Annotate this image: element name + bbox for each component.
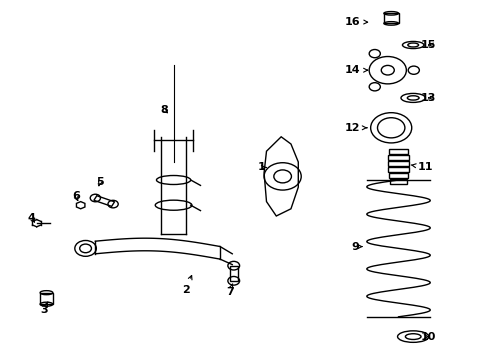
Text: 10: 10	[420, 332, 436, 342]
Text: 14: 14	[344, 65, 367, 75]
Text: 15: 15	[420, 40, 436, 50]
Text: 4: 4	[28, 213, 36, 223]
Text: 8: 8	[160, 105, 167, 115]
Text: 12: 12	[344, 123, 366, 133]
Text: 13: 13	[420, 93, 436, 103]
Text: 3: 3	[40, 302, 48, 315]
Text: 16: 16	[344, 17, 367, 27]
Text: 2: 2	[182, 275, 192, 295]
Text: 6: 6	[72, 191, 80, 201]
Text: 11: 11	[410, 162, 433, 172]
Text: 1: 1	[257, 162, 265, 172]
Text: 9: 9	[350, 242, 361, 252]
Text: 7: 7	[225, 284, 233, 297]
Text: 5: 5	[96, 177, 104, 187]
